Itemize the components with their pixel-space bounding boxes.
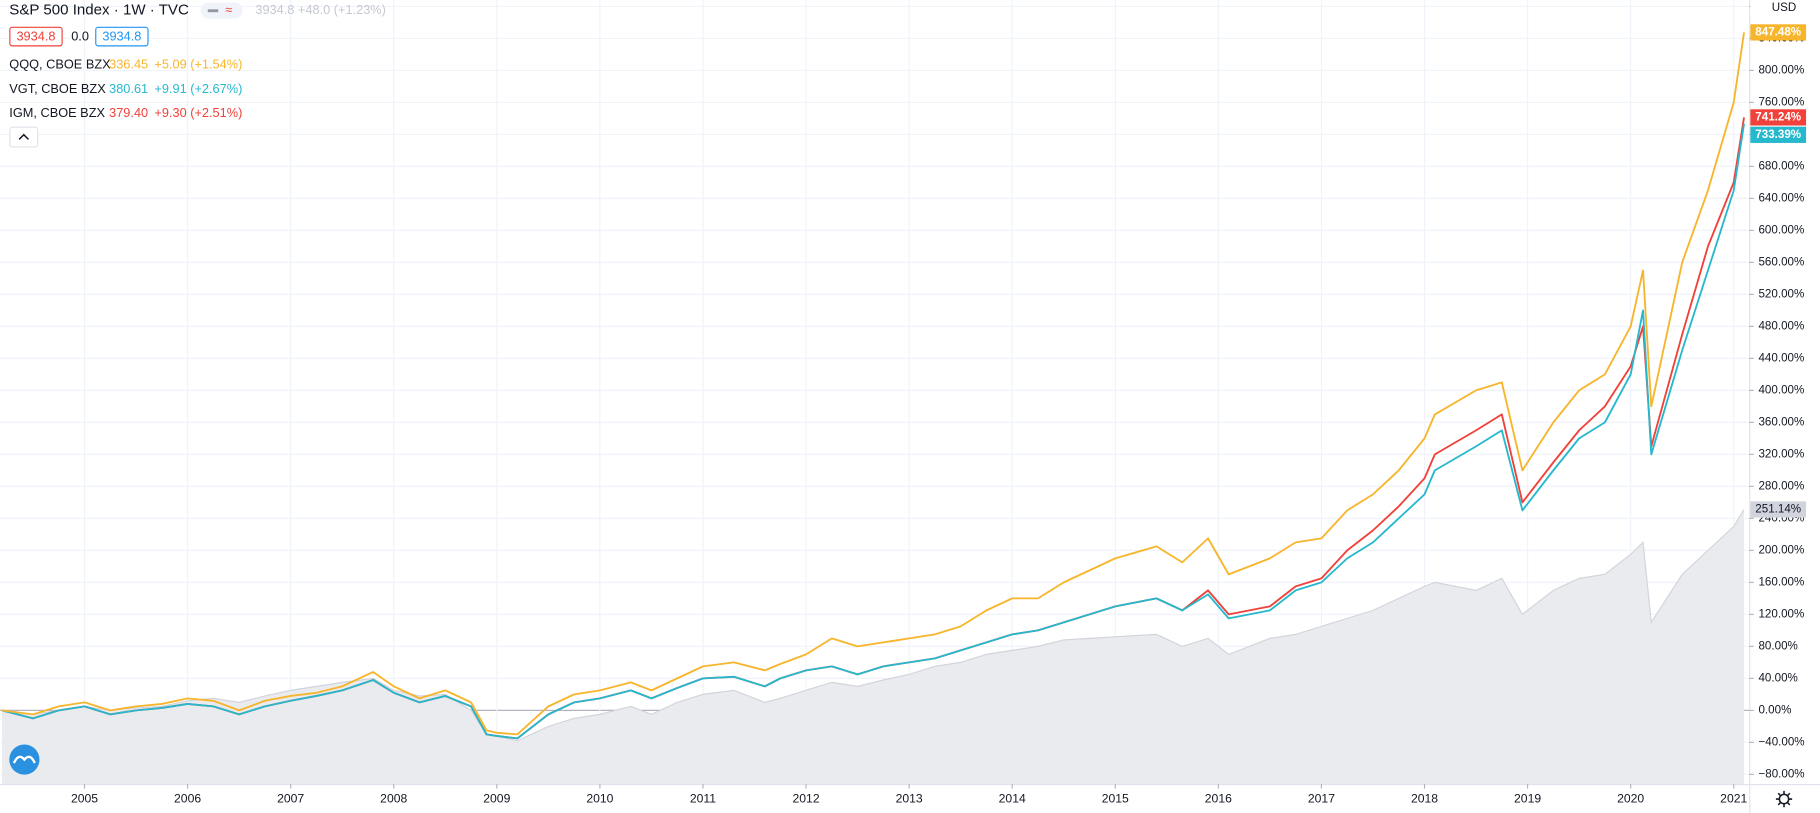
legend-name: IGM, CBOE BZX: [9, 105, 105, 120]
y-tick-label: 640.00%: [1758, 191, 1804, 204]
x-tick-label: 2006: [174, 791, 201, 805]
logo-icon: [12, 755, 36, 764]
icon: ≈: [225, 2, 232, 17]
y-tick-label: 440.00%: [1758, 351, 1804, 364]
x-tick-label: 2019: [1514, 791, 1541, 805]
legend-name: VGT, CBOE BZX: [9, 81, 106, 96]
currency: USD: [1772, 1, 1797, 14]
area-fill: [2, 509, 1745, 784]
quote: 3934.8 +48.0 (+1.23%): [255, 2, 386, 17]
y-tick-label: 120.00%: [1758, 607, 1804, 620]
x-tick-label: 2012: [792, 791, 819, 805]
y-tick-label: 560.00%: [1758, 255, 1804, 268]
axes: −80.00% −40.00% 0.00% 40.00% 80.00% 120.00% 16…: [71, 0, 1807, 805]
last-value-label: 251.14%: [1755, 503, 1801, 516]
x-tick-label: 2015: [1102, 791, 1129, 805]
last-value-box: [1750, 24, 1807, 41]
open-value: 3934.8: [16, 29, 55, 44]
x-tick-label: 2018: [1411, 791, 1438, 805]
currency-box: [1750, 0, 1820, 17]
y-tick-label: 480.00%: [1758, 319, 1804, 332]
y-tick-label: 200.00%: [1758, 543, 1804, 556]
y-tick-label: 680.00%: [1758, 159, 1804, 172]
x-tick-label: 2017: [1308, 791, 1335, 805]
series-line: [1, 123, 1745, 740]
settings-icon[interactable]: [1775, 790, 1793, 808]
x-tick-label: 2020: [1617, 791, 1644, 805]
last-value-box: [1750, 126, 1807, 143]
y-tick-label: 600.00%: [1758, 223, 1804, 236]
x-tick-label: 2005: [71, 791, 98, 805]
x-tick-label: 2007: [277, 791, 304, 805]
icon: [207, 9, 219, 13]
y-tick-label: −80.00%: [1758, 767, 1804, 780]
last-value-box: [1750, 501, 1807, 518]
plot-area: [1, 32, 1745, 784]
area-line: [1, 509, 1745, 742]
legend-change: +5.09 (+1.54%): [154, 56, 242, 71]
y-tick-label: 360.00%: [1758, 415, 1804, 428]
indicator-toggle[interactable]: [200, 2, 243, 19]
y-tick-label: 160.00%: [1758, 575, 1804, 588]
chart-title: S&P 500 Index · 1W · TVC: [9, 1, 189, 18]
x-tick-label: 2009: [483, 791, 510, 805]
y-tick-label: 80.00%: [1758, 639, 1797, 652]
legend-price: 336.45: [109, 56, 148, 71]
series-line: [1, 32, 1745, 736]
y-tick-label: 0.00%: [1758, 703, 1791, 716]
y-tick-label: 760.00%: [1758, 95, 1804, 108]
collapse-button[interactable]: [9, 126, 39, 148]
y-tick-label: 320.00%: [1758, 447, 1804, 460]
change-value: 0.0: [71, 29, 89, 44]
x-tick-label: 2011: [690, 791, 716, 805]
y-tick-label: 520.00%: [1758, 287, 1804, 300]
legend-change: +9.91 (+2.67%): [154, 81, 242, 96]
x-tick-label: 2013: [896, 791, 923, 805]
legend-price: 379.40: [109, 105, 148, 120]
open-box: [9, 26, 63, 47]
x-tick-label: 2016: [1205, 791, 1232, 805]
x-tick-label: 2014: [999, 791, 1026, 805]
y-tick-label: 280.00%: [1758, 479, 1804, 492]
x-tick-label: 2021: [1720, 791, 1747, 805]
gear-teeth: [1775, 790, 1793, 808]
close-box: [95, 26, 149, 47]
legend-change: +9.30 (+2.51%): [154, 105, 242, 120]
y-tick-label: 800.00%: [1758, 63, 1804, 76]
close-value: 3934.8: [102, 29, 141, 44]
y-tick-label: −40.00%: [1758, 735, 1804, 748]
last-value-label: 847.48%: [1755, 25, 1801, 38]
y-tick-label: 40.00%: [1758, 671, 1797, 684]
legend-name: QQQ, CBOE BZX: [9, 56, 111, 71]
last-value-label: 741.24%: [1755, 110, 1801, 123]
legend-price: 380.61: [109, 81, 148, 96]
header: S&P 500 Index · 1W · TVC ≈ 3934.8 +48.0 …: [9, 1, 386, 148]
last-value-label: 733.39%: [1755, 128, 1801, 141]
y-tick-label: 400.00%: [1758, 383, 1804, 396]
last-value-box: [1750, 109, 1807, 126]
x-tick-label: 2008: [380, 791, 407, 805]
x-tick-label: 2010: [586, 791, 613, 805]
collapse-icon: [18, 133, 29, 140]
